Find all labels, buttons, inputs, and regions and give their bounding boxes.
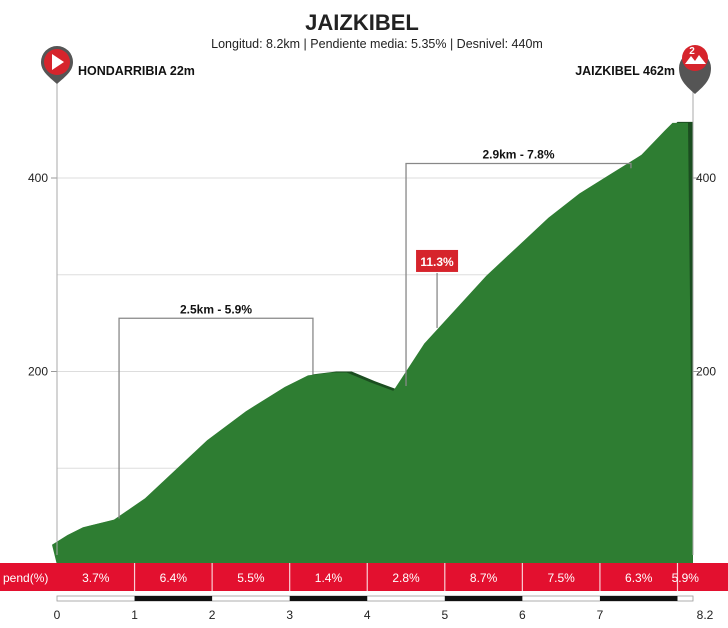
x-tick-label: 6 bbox=[519, 608, 526, 622]
gradient-band-value: 8.7% bbox=[470, 571, 498, 585]
segment-brackets: 2.5km - 5.9% 2.9km - 7.8% bbox=[118, 147, 632, 519]
x-axis-scale-block bbox=[599, 596, 678, 601]
gradient-band-value: 5.9% bbox=[672, 571, 700, 585]
profile-area bbox=[52, 121, 693, 566]
segment-bracket bbox=[405, 162, 632, 387]
max-gradient-box bbox=[416, 249, 459, 272]
gradient-band: pend(%) 3.7% 6.4% 5.5% 1.4% 2.8% 8.7% 7.5% 6.3%… bbox=[0, 563, 728, 591]
x-tick-label: 7 bbox=[597, 608, 604, 622]
y-tick-label-right: 200 bbox=[696, 364, 716, 378]
x-axis: 0 1 2 3 4 5 6 7 8.2 bbox=[54, 595, 714, 622]
gradient-band-value: 7.5% bbox=[547, 571, 575, 585]
y-axis-left: 200 400 bbox=[28, 171, 57, 378]
x-axis-scale-bar bbox=[56, 595, 694, 602]
gradient-band-value: 6.4% bbox=[160, 571, 188, 585]
end-category-number: 2 bbox=[689, 46, 695, 57]
end-marker: 2 JAIZKIBEL 462m bbox=[575, 45, 711, 555]
x-tick-label: 8.2 bbox=[697, 608, 714, 622]
y-tick-label-right: 400 bbox=[696, 171, 716, 185]
x-tick-label: 2 bbox=[209, 608, 216, 622]
y-axis-right: 200 400 bbox=[693, 171, 716, 378]
x-axis-scale-block bbox=[289, 596, 368, 601]
x-tick-label: 1 bbox=[131, 608, 138, 622]
segment-label: 2.9km - 7.8% bbox=[482, 147, 554, 161]
max-gradient-label: 11.3% bbox=[420, 255, 454, 269]
x-axis-scale-block bbox=[134, 596, 213, 601]
chart-title: JAIZKIBEL bbox=[305, 10, 419, 35]
play-pin-icon bbox=[41, 46, 73, 84]
chart-subtitle: Longitud: 8.2km | Pendiente media: 5.35%… bbox=[211, 37, 543, 51]
x-tick-label: 0 bbox=[54, 608, 61, 622]
gradient-band-value: 3.7% bbox=[82, 571, 110, 585]
gradient-band-value: 5.5% bbox=[237, 571, 265, 585]
y-tick-label: 400 bbox=[28, 171, 48, 185]
x-axis-scale-block bbox=[444, 596, 523, 601]
mountain-category-2-pin-icon: 2 bbox=[679, 45, 711, 94]
profile-area-fill bbox=[52, 122, 693, 566]
gradient-band-value: 1.4% bbox=[315, 571, 343, 585]
gradient-band-label: pend(%) bbox=[3, 571, 48, 585]
segment-label: 2.5km - 5.9% bbox=[180, 302, 252, 316]
gradient-band-background bbox=[0, 563, 728, 591]
max-gradient-callout: 11.3% bbox=[416, 249, 459, 328]
gradient-band-value: 6.3% bbox=[625, 571, 653, 585]
start-label: HONDARRIBIA 22m bbox=[78, 64, 195, 78]
segment-bracket bbox=[118, 317, 314, 519]
x-tick-label: 4 bbox=[364, 608, 371, 622]
x-tick-label: 5 bbox=[441, 608, 448, 622]
x-tick-label: 3 bbox=[286, 608, 293, 622]
end-label: JAIZKIBEL 462m bbox=[575, 64, 675, 78]
y-tick-label: 200 bbox=[28, 364, 48, 378]
start-marker: HONDARRIBIA 22m bbox=[41, 46, 195, 555]
gradient-band-value: 2.8% bbox=[392, 571, 420, 585]
